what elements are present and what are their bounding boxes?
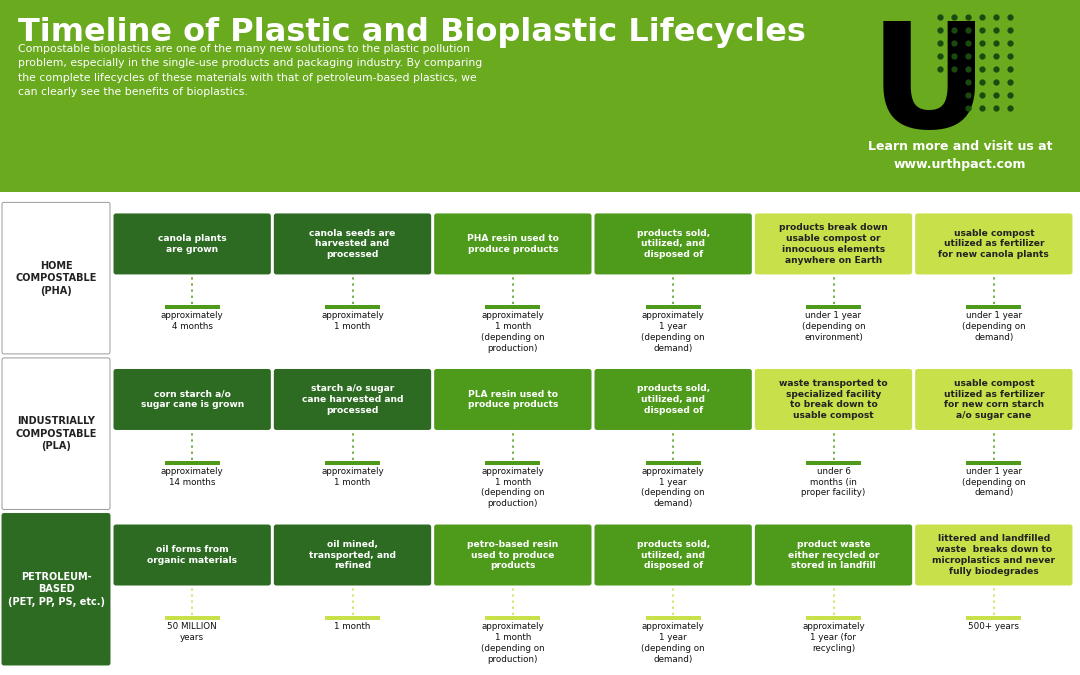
FancyBboxPatch shape [2, 358, 110, 510]
Text: U: U [870, 17, 988, 158]
Bar [806, 305, 861, 309]
FancyBboxPatch shape [594, 213, 752, 275]
Text: approximately
1 month
(depending on
production): approximately 1 month (depending on prod… [481, 467, 544, 508]
Text: approximately
1 year (for
recycling): approximately 1 year (for recycling) [802, 622, 865, 653]
Text: starch a/o sugar
cane harvested and
processed: starch a/o sugar cane harvested and proc… [301, 384, 403, 414]
Bar [485, 461, 540, 465]
FancyBboxPatch shape [594, 369, 752, 430]
FancyBboxPatch shape [915, 524, 1072, 585]
Bar [967, 305, 1022, 309]
Text: approximately
4 months: approximately 4 months [161, 311, 224, 331]
Text: usable compost
utilized as fertilizer
for new corn starch
a/o sugar cane: usable compost utilized as fertilizer fo… [944, 379, 1044, 420]
Text: products sold,
utilized, and
disposed of: products sold, utilized, and disposed of [636, 384, 710, 414]
Text: under 6
months (in
proper facility): under 6 months (in proper facility) [801, 467, 866, 497]
Text: Compostable bioplastics are one of the many new solutions to the plastic polluti: Compostable bioplastics are one of the m… [18, 44, 483, 97]
FancyBboxPatch shape [2, 514, 110, 665]
FancyBboxPatch shape [113, 524, 271, 585]
Bar [165, 305, 219, 309]
Text: under 1 year
(depending on
environment): under 1 year (depending on environment) [801, 311, 865, 342]
Text: oil mined,
transported, and
refined: oil mined, transported, and refined [309, 540, 396, 570]
FancyBboxPatch shape [755, 213, 913, 275]
Bar [806, 616, 861, 620]
Text: approximately
1 year
(depending on
demand): approximately 1 year (depending on deman… [642, 311, 705, 352]
Bar [485, 616, 540, 620]
Text: usable compost
utilized as fertilizer
for new canola plants: usable compost utilized as fertilizer fo… [939, 229, 1049, 259]
Bar [485, 305, 540, 309]
Bar [325, 305, 380, 309]
Text: products sold,
utilized, and
disposed of: products sold, utilized, and disposed of [636, 540, 710, 570]
FancyBboxPatch shape [113, 369, 271, 430]
Text: product waste
either recycled or
stored in landfill: product waste either recycled or stored … [787, 540, 879, 570]
Text: oil forms from
organic materials: oil forms from organic materials [147, 545, 238, 565]
Text: approximately
1 month
(depending on
production): approximately 1 month (depending on prod… [481, 622, 544, 664]
FancyBboxPatch shape [113, 213, 271, 275]
Text: waste transported to
specialized facility
to break down to
usable compost: waste transported to specialized facilit… [779, 379, 888, 420]
FancyBboxPatch shape [915, 213, 1072, 275]
Text: approximately
1 month
(depending on
production): approximately 1 month (depending on prod… [481, 311, 544, 352]
FancyBboxPatch shape [2, 202, 110, 354]
Text: 500+ years: 500+ years [969, 622, 1020, 631]
Text: approximately
1 year
(depending on
demand): approximately 1 year (depending on deman… [642, 622, 705, 664]
FancyBboxPatch shape [434, 524, 592, 585]
Text: under 1 year
(depending on
demand): under 1 year (depending on demand) [962, 311, 1026, 342]
Text: approximately
14 months: approximately 14 months [161, 467, 224, 487]
Text: corn starch a/o
sugar cane is grown: corn starch a/o sugar cane is grown [140, 389, 244, 409]
Text: approximately
1 month: approximately 1 month [321, 311, 383, 331]
FancyBboxPatch shape [274, 369, 431, 430]
FancyBboxPatch shape [755, 524, 913, 585]
Text: products break down
usable compost or
innocuous elements
anywhere on Earth: products break down usable compost or in… [779, 223, 888, 265]
Bar [646, 616, 701, 620]
FancyBboxPatch shape [434, 369, 592, 430]
Text: canola plants
are grown: canola plants are grown [158, 234, 227, 254]
Text: INDUSTRIALLY
COMPOSTABLE
(PLA): INDUSTRIALLY COMPOSTABLE (PLA) [15, 416, 97, 451]
Text: products sold,
utilized, and
disposed of: products sold, utilized, and disposed of [636, 229, 710, 259]
FancyBboxPatch shape [755, 369, 913, 430]
Bar [165, 616, 219, 620]
Text: approximately
1 year
(depending on
demand): approximately 1 year (depending on deman… [642, 467, 705, 508]
Text: littered and landfilled
waste  breaks down to
microplastics and never
fully biod: littered and landfilled waste breaks dow… [932, 535, 1055, 576]
Bar [325, 461, 380, 465]
Text: 1 month: 1 month [335, 622, 370, 631]
Text: 50 MILLION
years: 50 MILLION years [167, 622, 217, 642]
FancyBboxPatch shape [274, 524, 431, 585]
Bar [967, 461, 1022, 465]
FancyBboxPatch shape [915, 369, 1072, 430]
Bar [325, 616, 380, 620]
Bar [165, 461, 219, 465]
FancyBboxPatch shape [434, 213, 592, 275]
Text: under 1 year
(depending on
demand): under 1 year (depending on demand) [962, 467, 1026, 497]
FancyBboxPatch shape [594, 524, 752, 585]
Bar [967, 616, 1022, 620]
FancyBboxPatch shape [274, 213, 431, 275]
Text: Timeline of Plastic and Bioplastic Lifecycles: Timeline of Plastic and Bioplastic Lifec… [18, 17, 806, 48]
Text: PLA resin used to
produce products: PLA resin used to produce products [468, 389, 558, 409]
Bar [806, 461, 861, 465]
Bar [646, 305, 701, 309]
Text: Learn more and visit us at
www.urthpact.com: Learn more and visit us at www.urthpact.… [867, 140, 1052, 171]
Text: PHA resin used to
produce products: PHA resin used to produce products [467, 234, 558, 254]
Text: approximately
1 month: approximately 1 month [321, 467, 383, 487]
Text: petro-based resin
used to produce
products: petro-based resin used to produce produc… [468, 540, 558, 570]
Text: canola seeds are
harvested and
processed: canola seeds are harvested and processed [309, 229, 395, 259]
Text: HOME
COMPOSTABLE
(PHA): HOME COMPOSTABLE (PHA) [15, 261, 97, 296]
Bar [646, 461, 701, 465]
Text: PETROLEUM-
BASED
(PET, PP, PS, etc.): PETROLEUM- BASED (PET, PP, PS, etc.) [8, 572, 105, 607]
